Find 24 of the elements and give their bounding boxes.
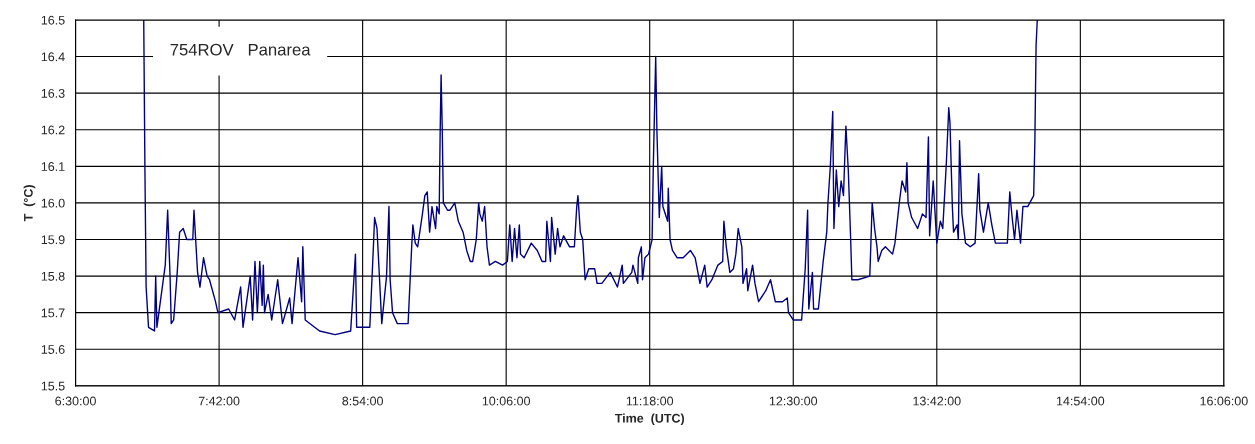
- y-tick-label: 16.1: [41, 162, 65, 171]
- y-tick-label: 16.5: [41, 15, 65, 25]
- y-tick-label: 15.7: [41, 308, 65, 318]
- line-series: [143, 19, 1038, 336]
- x-tick-label: 12:30:00: [769, 396, 818, 406]
- y-tick-label: 15.9: [41, 235, 65, 245]
- y-tick-label: 16.4: [41, 52, 65, 62]
- x-tick-label: 13:42:00: [913, 396, 961, 406]
- x-tick-label: 11:18:00: [626, 396, 674, 406]
- annotation: 754ROV Panarea: [170, 43, 311, 56]
- y-tick-label: 16.3: [41, 88, 65, 98]
- y-tick-label: 15.8: [41, 271, 65, 281]
- x-tick-label: 7:42:00: [198, 396, 240, 406]
- y-tick-label: 15.6: [41, 345, 65, 354]
- x-axis-title: Time (UTC): [614, 413, 685, 426]
- y-tick-label: 16.2: [41, 125, 65, 135]
- x-tick-label: 6:30:00: [55, 396, 96, 406]
- x-tick-label: 8:54:00: [342, 396, 383, 406]
- x-tick-label: 10:06:00: [482, 396, 531, 406]
- x-tick-label: 14:54:00: [1056, 396, 1105, 406]
- y-tick-label: 15.5: [41, 381, 65, 391]
- y-tick-label: 16.0: [41, 198, 65, 208]
- x-tick-label: 16:06:00: [1200, 396, 1248, 406]
- y-axis-title: T (°C): [23, 185, 36, 222]
